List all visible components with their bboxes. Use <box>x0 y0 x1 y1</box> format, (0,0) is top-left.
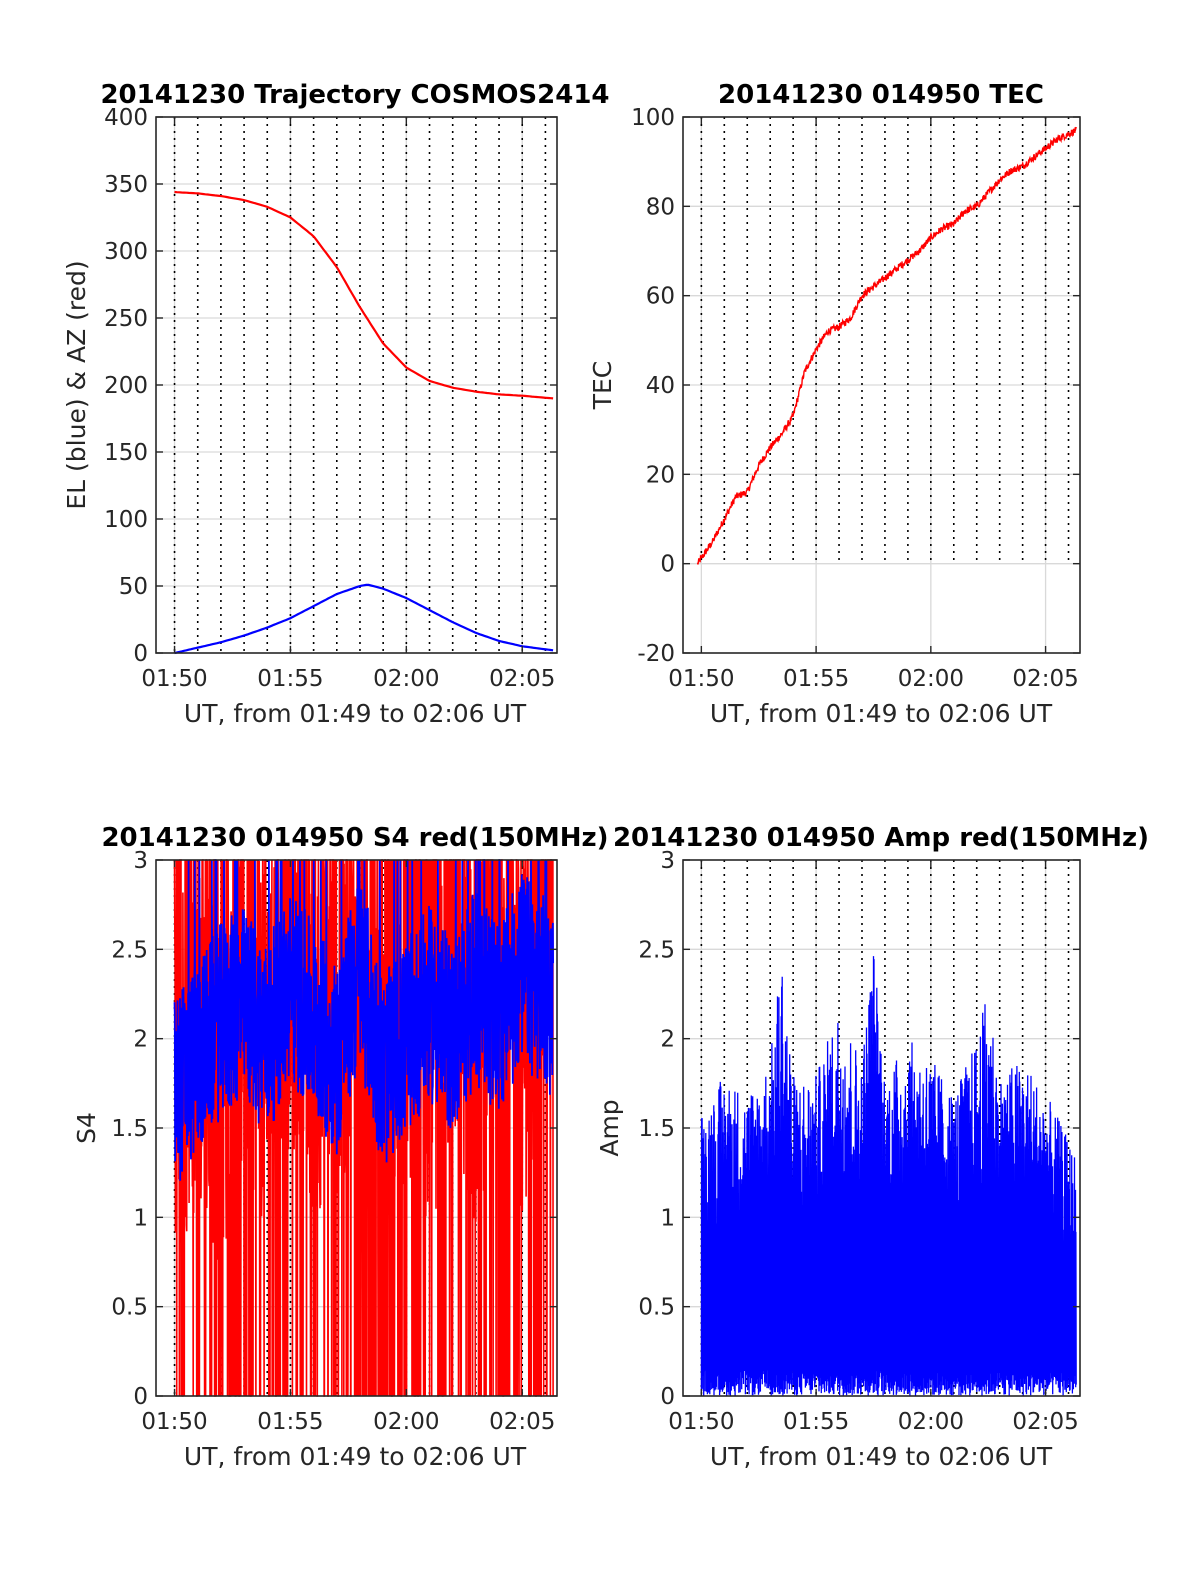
y-tick-label: 300 <box>104 239 148 265</box>
y-tick-label: 1 <box>133 1205 148 1231</box>
panel-s4: 20141230 014950 S4 red(150MHz) UT, from … <box>72 823 609 1471</box>
x-axis-label: UT, from 01:49 to 02:06 UT <box>710 699 1053 728</box>
y-tick-label: 20 <box>646 462 675 488</box>
series-line <box>700 956 1077 1396</box>
chart-title: 20141230 014950 S4 red(150MHz) <box>101 823 608 853</box>
y-tick-label: 0 <box>660 552 675 578</box>
y-tick-label: 3 <box>660 848 675 874</box>
y-tick-label: 2.5 <box>638 937 675 963</box>
series-line <box>174 583 554 655</box>
series-line <box>174 190 554 400</box>
chart-title: 20141230 014950 TEC <box>718 80 1044 110</box>
x-tick-label: 01:55 <box>257 666 323 692</box>
x-tick-label: 01:50 <box>141 1409 207 1435</box>
series-line <box>173 859 554 1181</box>
x-tick-label: 02:05 <box>489 1409 555 1435</box>
x-tick-label: 01:50 <box>668 1409 734 1435</box>
x-axis-label: UT, from 01:49 to 02:06 UT <box>184 699 527 728</box>
x-tick-label: 02:00 <box>373 666 439 692</box>
y-axis-label: S4 <box>72 1112 101 1144</box>
y-axis-label: EL (blue) & AZ (red) <box>62 260 91 509</box>
x-tick-label: 01:50 <box>141 666 207 692</box>
x-axis-label: UT, from 01:49 to 02:06 UT <box>184 1442 527 1471</box>
y-tick-label: 100 <box>104 507 148 533</box>
series-line <box>696 126 1077 565</box>
chart-title: 20141230 Trajectory COSMOS2414 <box>100 80 609 110</box>
y-tick-label: 1 <box>660 1205 675 1231</box>
panel-amp: 20141230 014950 Amp red(150MHz) UT, from… <box>595 823 1149 1471</box>
y-tick-label: 0.5 <box>638 1295 675 1321</box>
y-tick-label: 60 <box>646 284 675 310</box>
x-tick-label: 02:00 <box>898 1409 964 1435</box>
x-tick-label: 02:05 <box>489 666 555 692</box>
y-tick-label: 350 <box>104 172 148 198</box>
y-tick-label: 0 <box>133 1384 148 1410</box>
y-tick-label: 400 <box>104 105 148 131</box>
y-tick-label: 2.5 <box>111 937 148 963</box>
y-tick-label: 0 <box>133 641 148 667</box>
x-tick-label: 02:00 <box>373 1409 439 1435</box>
x-tick-label: 02:00 <box>898 666 964 692</box>
y-tick-label: 2 <box>133 1027 148 1053</box>
y-axis-label: Amp <box>595 1099 624 1156</box>
y-axis-label: TEC <box>588 361 617 411</box>
x-axis-label: UT, from 01:49 to 02:06 UT <box>710 1442 1053 1471</box>
y-tick-label: 150 <box>104 440 148 466</box>
panel-trajectory: 20141230 Trajectory COSMOS2414 UT, from … <box>62 80 610 728</box>
y-tick-label: 200 <box>104 373 148 399</box>
x-tick-label: 02:05 <box>1012 666 1078 692</box>
x-tick-label: 01:55 <box>783 666 849 692</box>
y-tick-label: 2 <box>660 1027 675 1053</box>
y-tick-label: 100 <box>631 105 675 131</box>
plot-area: -20 0 20 40 60 80 100 01:50 01:55 02:00 02:05 <box>631 105 1081 692</box>
x-tick-label: 01:55 <box>783 1409 849 1435</box>
y-tick-label: 50 <box>119 574 148 600</box>
y-tick-label: 0 <box>660 1384 675 1410</box>
plot-area: 0 50 100 150 200 250 300 350 400 01:50 01:55 02:00 0… <box>104 105 558 692</box>
y-tick-label: 250 <box>104 306 148 332</box>
plot-area: 0 0.5 1 1.5 2 2.5 3 01:50 01:55 02:00 02:05 <box>111 848 558 1435</box>
plot-area: 0 0.5 1 1.5 2 2.5 3 01:50 01:55 02:00 02:05 <box>638 848 1081 1435</box>
y-tick-label: 40 <box>646 373 675 399</box>
x-tick-label: 02:05 <box>1012 1409 1078 1435</box>
y-tick-label: 1.5 <box>638 1116 675 1142</box>
panel-tec: 20141230 014950 TEC UT, from 01:49 to 02… <box>588 80 1081 728</box>
x-tick-label: 01:50 <box>668 666 734 692</box>
y-tick-label: 3 <box>133 848 148 874</box>
y-tick-label: 1.5 <box>111 1116 148 1142</box>
y-tick-label: 80 <box>646 194 675 220</box>
chart-title: 20141230 014950 Amp red(150MHz) <box>613 823 1149 853</box>
x-tick-label: 01:55 <box>257 1409 323 1435</box>
y-tick-label: 0.5 <box>111 1295 148 1321</box>
y-tick-label: -20 <box>637 641 675 667</box>
